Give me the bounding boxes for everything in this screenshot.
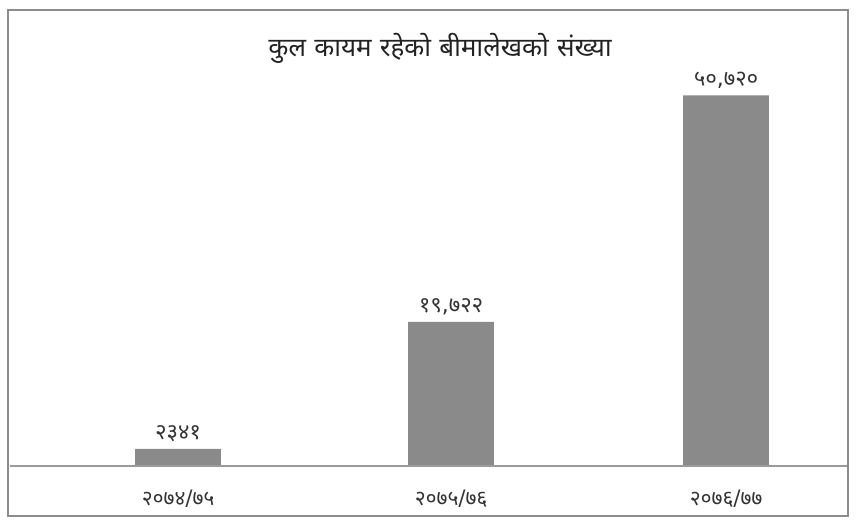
bar-2 [408,321,494,466]
data-label-3: ५०,७२० [694,66,758,91]
labels-group: २३४१ २०७४/७५ १९,७२२ २०७५/७६ ५०,७२० २०७६/७७ [142,66,763,510]
bar-3 [683,95,769,466]
data-label-2: १९,७२२ [419,293,483,318]
x-tick-label-1: २०७४/७५ [142,486,215,510]
x-tick-label-3: २०७६/७७ [690,486,763,510]
bar-1 [135,448,221,466]
data-label-1: २३४१ [155,420,201,445]
x-tick-label-2: २०७५/७६ [415,486,488,510]
bars-group [135,95,769,466]
chart-title: कुल कायम रहेको बीमालेखको संख्या [268,32,612,63]
